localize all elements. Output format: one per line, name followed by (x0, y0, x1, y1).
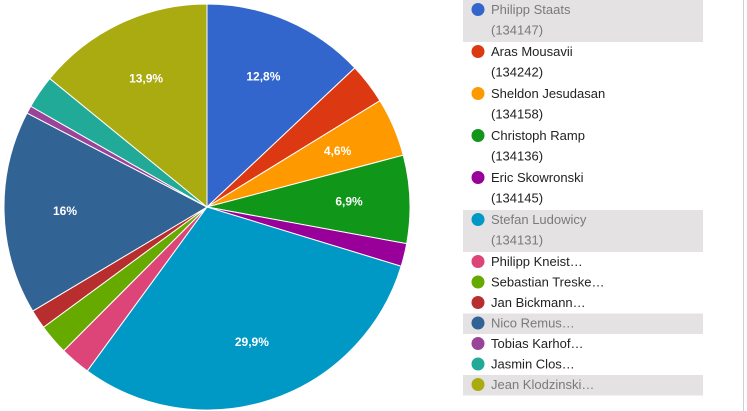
slice-value-label-6: 29,9% (235, 335, 269, 349)
legend-sublabel-3: (134158) (491, 107, 543, 122)
legend-item-1[interactable]: Philipp Staats (134147) (463, 0, 703, 42)
legend-label-11: Tobias Karhof… (491, 336, 584, 351)
legend-item-10[interactable]: Nico Remus… (463, 313, 703, 335)
legend-swatch-10 (471, 316, 485, 330)
legend-item-9[interactable]: Jan Bickmann… (471, 295, 586, 310)
legend-item-7[interactable]: Philipp Kneist… (471, 254, 583, 269)
pie-slice-1[interactable] (206, 3, 356, 209)
pie-slice-13[interactable] (49, 3, 208, 209)
legend-label-8: Sebastian Treske… (491, 275, 604, 290)
pie-slice-10[interactable] (3, 112, 209, 312)
legend-swatch-1 (471, 3, 485, 16)
legend-swatch-7 (471, 255, 485, 268)
legend-item-3[interactable]: Sheldon Jesudasan (134158) (471, 86, 606, 122)
legend-label-5: Eric Skowronski (491, 170, 584, 185)
legend-label-6: Stefan Ludowicy (491, 212, 587, 227)
legend-highlight (463, 375, 703, 396)
legend-swatch-2 (471, 45, 485, 58)
legend-item-11[interactable]: Tobias Karhof… (471, 336, 584, 351)
legend-highlight (463, 210, 703, 252)
legend-item-5[interactable]: Eric Skowronski (134145) (471, 170, 584, 206)
slice-value-label-13: 13,9% (129, 72, 163, 86)
legend-label-10: Nico Remus… (491, 316, 575, 331)
slice-value-label-3: 4,6% (324, 144, 352, 158)
legend: Philipp Staats (134147) Aras Mousavii (1342… (463, 0, 703, 396)
slice-value-label-1: 12,8% (246, 70, 280, 84)
legend-swatch-4 (471, 129, 485, 142)
legend-highlight (463, 313, 703, 334)
chart-border (743, 0, 744, 411)
legend-label-2: Aras Mousavii (491, 44, 573, 59)
slice-value-label-4: 6,9% (335, 195, 363, 209)
legend-sublabel-6: (134131) (491, 233, 543, 248)
legend-label-7: Philipp Kneist… (491, 254, 583, 269)
legend-label-4: Christoph Ramp (491, 128, 585, 143)
legend-swatch-5 (471, 171, 485, 184)
legend-sublabel-5: (134145) (491, 191, 543, 206)
legend-item-8[interactable]: Sebastian Treske… (471, 275, 605, 290)
legend-label-12: Jasmin Clos… (491, 357, 575, 372)
legend-item-6[interactable]: Stefan Ludowicy (134131) (463, 210, 703, 252)
legend-label-1: Philipp Staats (491, 2, 571, 17)
legend-swatch-12 (471, 357, 485, 371)
legend-item-12[interactable]: Jasmin Clos… (471, 357, 575, 372)
legend-sublabel-4: (134136) (491, 149, 543, 164)
legend-sublabel-2: (134242) (491, 65, 543, 80)
legend-swatch-8 (471, 275, 485, 289)
legend-swatch-13 (471, 378, 485, 391)
pie-slice-6[interactable] (86, 206, 402, 411)
legend-label-3: Sheldon Jesudasan (491, 86, 605, 101)
legend-swatch-9 (471, 296, 485, 309)
pie-plot: 12,8% 4,6% 6,9% 29,9% 16% 13,9% (3, 3, 411, 411)
legend-item-13[interactable]: Jean Klodzinski… (463, 375, 703, 396)
legend-swatch-11 (471, 337, 485, 350)
legend-item-4[interactable]: Christoph Ramp (134136) (471, 128, 585, 164)
legend-label-9: Jan Bickmann… (491, 295, 586, 310)
legend-swatch-3 (471, 87, 485, 100)
legend-highlight (463, 0, 703, 42)
legend-item-2[interactable]: Aras Mousavii (134242) (471, 44, 573, 80)
legend-sublabel-1: (134147) (491, 23, 543, 38)
legend-label-13: Jean Klodzinski… (491, 377, 594, 392)
legend-swatch-6 (471, 213, 485, 226)
slice-value-label-10: 16% (53, 204, 77, 218)
